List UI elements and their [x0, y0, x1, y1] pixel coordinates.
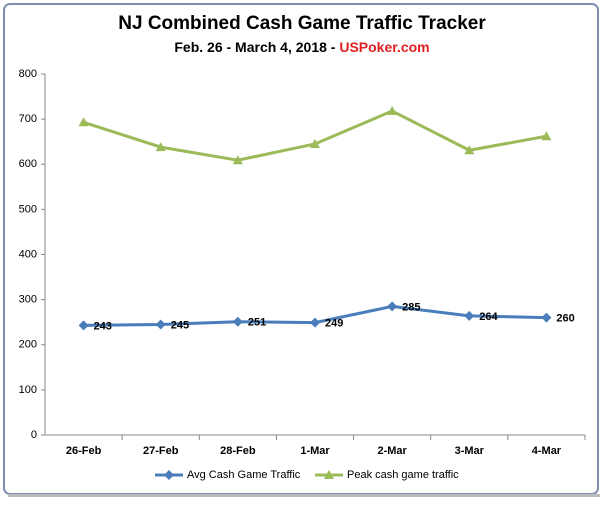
data-label: 260 [556, 313, 574, 325]
y-tick-label: 200 [19, 339, 37, 351]
subtitle-site: USPoker.com [339, 39, 429, 55]
x-tick-label: 27-Feb [143, 445, 179, 457]
x-tick-label: 3-Mar [455, 445, 485, 457]
point [387, 106, 398, 116]
chart-frame [3, 3, 599, 495]
point [464, 145, 475, 155]
subtitle-text: Feb. 26 - March 4, 2018 - [174, 39, 339, 55]
point [310, 138, 320, 148]
data-label: 251 [248, 317, 266, 329]
x-tick-label: 2-Mar [377, 445, 407, 457]
x-tick-label: 26-Feb [66, 445, 102, 457]
chart-title: NJ Combined Cash Game Traffic Tracker [118, 13, 486, 34]
data-label: 245 [171, 319, 189, 331]
point [155, 319, 166, 330]
point [232, 155, 243, 165]
chart-subtitle: Feb. 26 - March 4, 2018 - USPoker.com [174, 39, 429, 55]
point [387, 301, 398, 312]
frame-shadow [8, 494, 600, 497]
point [232, 316, 243, 327]
point [541, 131, 552, 141]
y-tick-label: 300 [19, 294, 37, 306]
point [78, 320, 89, 331]
data-label: 264 [479, 311, 498, 323]
x-tick-label: 28-Feb [220, 445, 256, 457]
point [78, 117, 89, 127]
y-tick-label: 400 [19, 248, 37, 260]
data-label: 285 [402, 301, 420, 313]
y-tick-label: 600 [19, 158, 37, 170]
point [310, 317, 320, 328]
x-tick-label: 1-Mar [300, 445, 330, 457]
data-label: 249 [325, 318, 343, 330]
point [541, 312, 552, 323]
y-tick-label: 700 [19, 113, 37, 125]
legend-label: Peak cash game traffic [347, 469, 459, 481]
y-tick-label: 800 [19, 68, 37, 80]
point [324, 470, 334, 479]
data-label: 243 [94, 320, 112, 332]
y-tick-label: 500 [19, 203, 37, 215]
y-tick-label: 100 [19, 384, 37, 396]
legend-label: Avg Cash Game Traffic [187, 469, 301, 481]
point [464, 310, 475, 321]
point [164, 470, 174, 480]
point [155, 142, 166, 152]
x-tick-label: 4-Mar [532, 445, 562, 457]
y-tick-label: 0 [31, 429, 37, 441]
